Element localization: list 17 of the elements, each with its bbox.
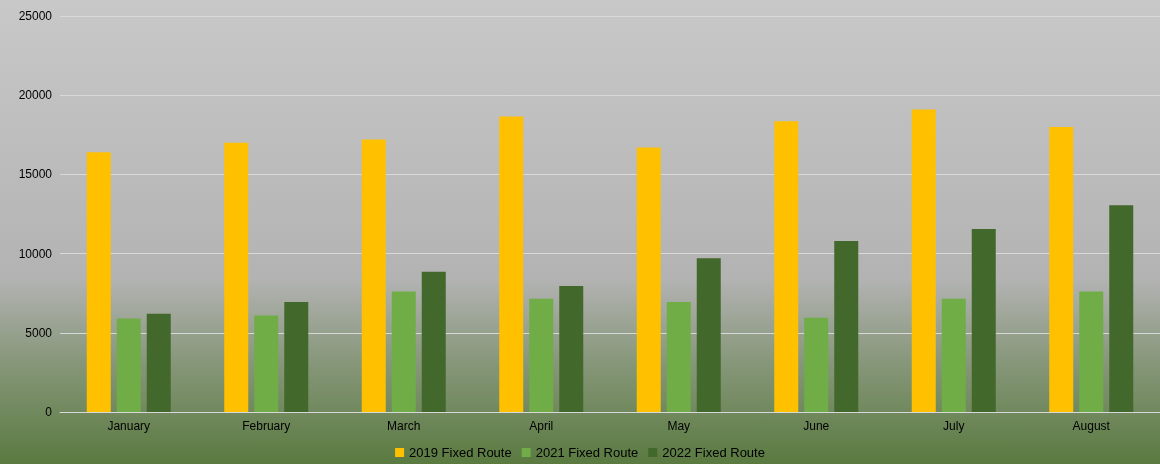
y-tick-label: 15000 [18, 167, 53, 182]
legend-label: 2021 Fixed Route [535, 445, 639, 460]
legend-label: 2019 Fixed Route [409, 445, 512, 460]
x-tick-label: April [529, 419, 554, 433]
x-tick-label: March [387, 419, 421, 433]
x-tick-label: August [1072, 419, 1111, 433]
x-tick-label: June [803, 419, 830, 433]
y-tick-label: 25000 [18, 9, 53, 23]
legend-label: 2022 Fixed Route [662, 445, 765, 460]
y-tick-label: 10000 [18, 246, 53, 261]
x-tick-label: May [667, 419, 691, 433]
y-tick-label: 0 [45, 405, 53, 419]
x-tick-label: January [107, 419, 151, 433]
x-tick-label: February [242, 419, 291, 433]
x-tick-label: July [943, 419, 965, 433]
y-tick-label: 20000 [18, 88, 53, 103]
y-tick-label: 5000 [25, 325, 53, 340]
